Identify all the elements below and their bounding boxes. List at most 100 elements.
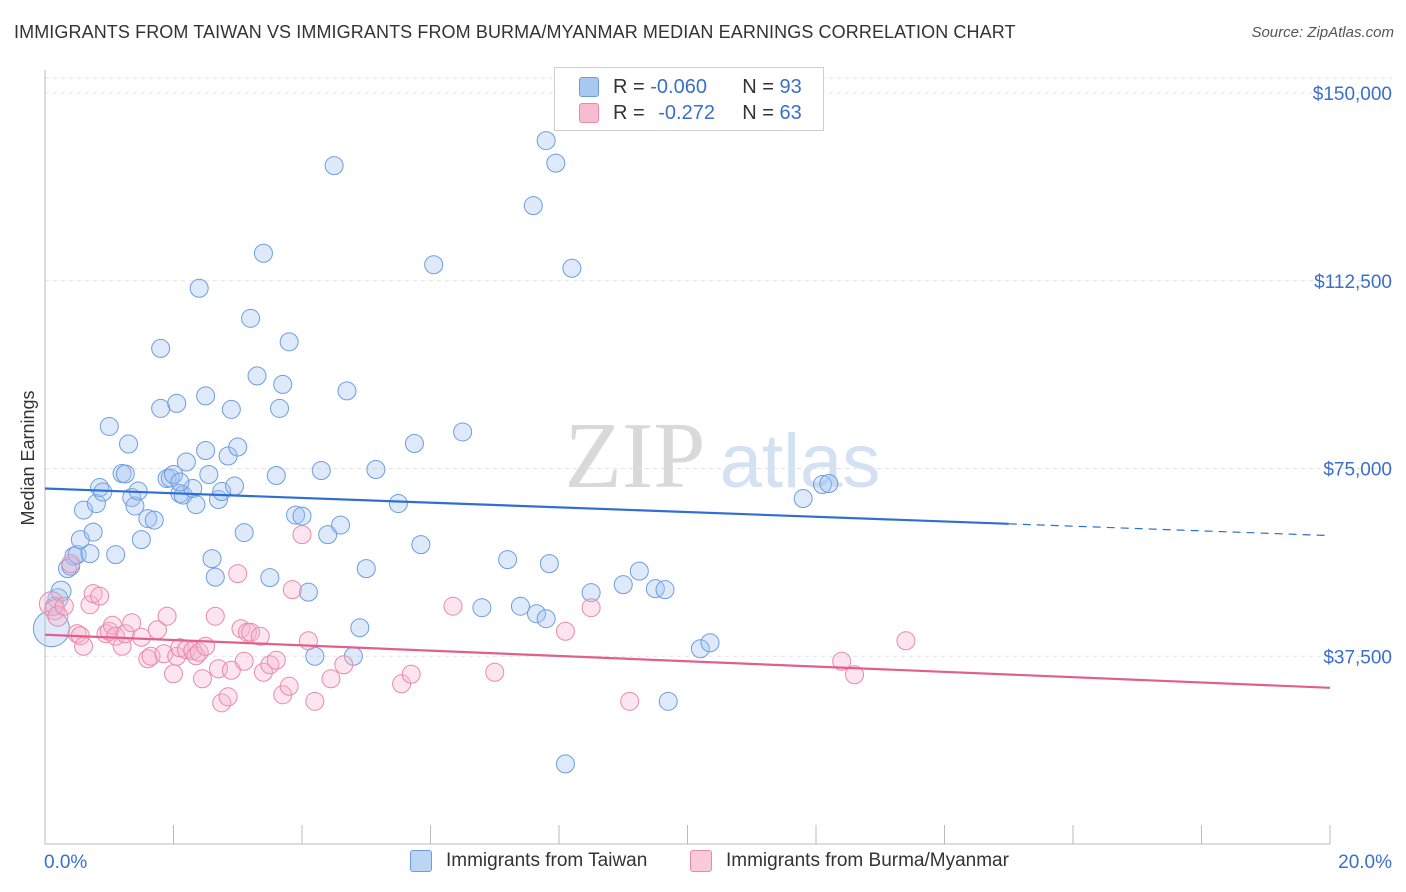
taiwan-point xyxy=(119,434,139,454)
taiwan-point xyxy=(270,398,290,418)
taiwan-trend-extension xyxy=(1008,523,1331,537)
taiwan-point xyxy=(292,506,312,526)
y-tick-label: $37,500 xyxy=(1323,647,1392,668)
burma-point xyxy=(228,564,248,584)
burma-point xyxy=(555,621,575,641)
taiwan-point xyxy=(186,495,206,515)
taiwan-point xyxy=(189,278,209,298)
taiwan-point xyxy=(131,530,151,550)
taiwan-point xyxy=(539,554,559,574)
taiwan-point xyxy=(221,399,241,419)
legend-swatch-taiwan xyxy=(579,77,599,97)
y-tick-label: $112,500 xyxy=(1314,272,1392,293)
burma-point xyxy=(401,664,421,684)
taiwan-point xyxy=(793,489,813,509)
taiwan-point xyxy=(151,338,171,358)
taiwan-point xyxy=(350,618,370,638)
taiwan-point xyxy=(225,476,245,496)
burma-point xyxy=(298,631,318,651)
legend-r-value: -0.272 xyxy=(658,101,715,124)
series-legend-taiwan[interactable]: Immigrants from Taiwan xyxy=(410,850,647,872)
chart-title: IMMIGRANTS FROM TAIWAN VS IMMIGRANTS FRO… xyxy=(14,22,1016,42)
taiwan-point xyxy=(286,505,306,525)
burma-point xyxy=(282,580,302,600)
taiwan-point xyxy=(472,598,492,618)
taiwan-point xyxy=(125,496,145,516)
taiwan-point xyxy=(523,196,543,216)
burma-point xyxy=(581,598,601,618)
taiwan-point xyxy=(164,465,183,485)
burma-point xyxy=(250,626,270,646)
y-axis-title: Median Earnings xyxy=(18,390,38,525)
taiwan-point xyxy=(234,523,254,543)
taiwan-point xyxy=(613,575,633,595)
trend-lines xyxy=(44,487,1331,689)
burma-point xyxy=(74,636,94,656)
burma-point xyxy=(845,665,865,685)
taiwan-point xyxy=(404,433,424,453)
legend-r-label: R = xyxy=(613,75,651,98)
taiwan-point xyxy=(144,510,164,530)
series-legend: Immigrants from Taiwan Immigrants from B… xyxy=(0,850,1406,878)
grid xyxy=(45,77,1392,657)
legend-n-value: 93 xyxy=(779,75,802,98)
series-legend-burma[interactable]: Immigrants from Burma/Myanmar xyxy=(690,850,1009,872)
legend-n-label: N = xyxy=(742,75,780,98)
burma-point xyxy=(164,664,183,684)
burma-point xyxy=(99,621,119,641)
legend-r-label: R = xyxy=(613,101,651,124)
burma-point xyxy=(67,624,87,644)
taiwan-point xyxy=(260,568,280,588)
series-label-taiwan: Immigrants from Taiwan xyxy=(446,850,648,871)
burma-point xyxy=(305,691,325,711)
taiwan-point xyxy=(202,549,222,569)
taiwan-point xyxy=(247,366,267,386)
legend-row-taiwan: R = -0.060 N = 93 xyxy=(579,75,802,99)
taiwan-point xyxy=(160,468,180,488)
series-swatch-burma xyxy=(690,850,712,872)
burma-point xyxy=(122,613,142,633)
y-tick-label: $75,000 xyxy=(1323,460,1392,481)
taiwan-point xyxy=(581,583,601,603)
taiwan-point xyxy=(167,393,187,413)
x-tick-label-max: 20.0% xyxy=(1338,852,1392,873)
x-tick-label-min: 0.0% xyxy=(44,852,87,873)
taiwan-point xyxy=(266,466,286,486)
axes xyxy=(44,70,1331,845)
burma-point xyxy=(205,606,225,626)
taiwan-point xyxy=(199,465,219,485)
taiwan-point xyxy=(57,559,77,579)
burma-point xyxy=(443,596,463,616)
taiwan-point xyxy=(93,482,113,502)
burma-point xyxy=(234,651,254,671)
taiwan-point xyxy=(298,582,318,602)
taiwan-point xyxy=(629,561,649,581)
taiwan-point xyxy=(80,544,100,564)
burma-point xyxy=(61,554,81,574)
legend-swatch-burma xyxy=(579,103,599,123)
burma-point xyxy=(192,669,212,689)
taiwan-point xyxy=(536,131,556,151)
taiwan-point xyxy=(510,596,530,616)
burma-point xyxy=(321,669,341,689)
taiwan-point xyxy=(83,522,103,542)
taiwan-point xyxy=(562,258,582,278)
taiwan-point xyxy=(279,332,299,352)
legend-row-burma: R = -0.272 N = 63 xyxy=(579,101,802,125)
correlation-legend: R = -0.060 N = 93 R = -0.272 N = 63 xyxy=(554,67,824,131)
taiwan-point xyxy=(424,255,444,275)
taiwan-point xyxy=(253,243,273,263)
burma-point xyxy=(90,586,110,606)
legend-r-value: -0.060 xyxy=(650,75,707,98)
watermark: ZIP atlas xyxy=(565,404,881,508)
taiwan-point xyxy=(411,535,431,555)
legend-n-label: N = xyxy=(742,101,780,124)
taiwan-trend-line xyxy=(44,487,1009,525)
burma-point xyxy=(157,606,177,626)
burma-point xyxy=(279,676,299,696)
burma-point xyxy=(896,631,916,651)
taiwan-point xyxy=(555,754,575,774)
taiwan-point xyxy=(86,494,106,514)
burma-point xyxy=(832,651,852,671)
watermark-zip: ZIP xyxy=(565,404,706,508)
